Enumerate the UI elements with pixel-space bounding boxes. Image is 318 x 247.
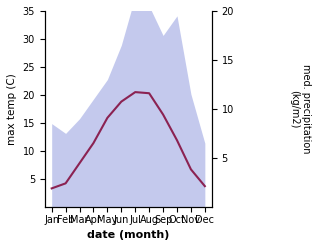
X-axis label: date (month): date (month) [87, 230, 169, 240]
Y-axis label: med. precipitation
(kg/m2): med. precipitation (kg/m2) [289, 64, 311, 154]
Y-axis label: max temp (C): max temp (C) [7, 73, 17, 145]
